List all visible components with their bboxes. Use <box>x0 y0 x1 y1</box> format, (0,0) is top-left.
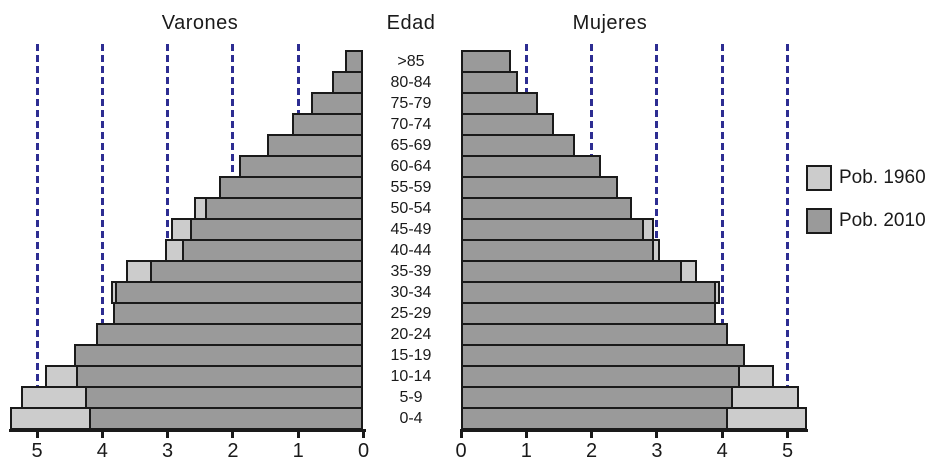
x-tick-left-1 <box>296 431 300 438</box>
bar-mujeres-2010-70-74 <box>461 113 555 136</box>
left-panel-title: Varones <box>161 12 239 34</box>
x-axis-right <box>460 429 808 432</box>
x-tick-right-2 <box>590 431 594 438</box>
x-tick-label-left-5: 5 <box>31 440 43 462</box>
age-label->85: >85 <box>397 53 425 70</box>
x-tick-label-left-3: 3 <box>162 440 174 462</box>
x-tick-label-right-3: 3 <box>651 440 663 462</box>
bar-varones-2010-65-69 <box>266 134 364 157</box>
age-label-30-34: 30-34 <box>390 284 432 301</box>
bar-mujeres-2010-50-54 <box>461 197 633 220</box>
gridline-right-4 <box>720 44 724 430</box>
legend-item-1960: Pob. 1960 <box>806 165 926 191</box>
bar-varones-2010-25-29 <box>112 302 364 325</box>
bar-varones-2010-30-34 <box>115 281 364 304</box>
bar-varones-2010-0-4 <box>88 407 364 430</box>
age-label-45-49: 45-49 <box>390 221 432 238</box>
bar-mujeres-2010-15-19 <box>461 344 746 367</box>
x-axis-left <box>9 429 366 432</box>
age-label-15-19: 15-19 <box>390 347 432 364</box>
x-tick-label-right-5: 5 <box>781 440 794 462</box>
bar-mujeres-2010-45-49 <box>461 218 645 241</box>
bar-mujeres-2010-80-84 <box>461 71 519 94</box>
bar-mujeres-2010-20-24 <box>461 323 729 346</box>
bar-varones-2010-10-14 <box>75 365 364 388</box>
bar-varones-2010-35-39 <box>149 260 364 283</box>
bar-varones-2010->85 <box>345 50 364 73</box>
x-tick-right-1 <box>524 431 528 438</box>
bar-mujeres-2010-40-44 <box>461 239 655 262</box>
legend: Pob. 1960 Pob. 2010 <box>806 165 926 251</box>
age-label-60-64: 60-64 <box>390 158 432 175</box>
bar-mujeres-2010-0-4 <box>461 407 729 430</box>
x-tick-right-3 <box>655 431 659 438</box>
age-label-80-84: 80-84 <box>390 74 432 91</box>
bar-varones-2010-70-74 <box>291 113 364 136</box>
x-tick-left-0 <box>362 431 365 438</box>
bar-mujeres-2010-60-64 <box>461 155 601 178</box>
legend-swatch-1960-icon <box>806 165 832 191</box>
bar-varones-2010-20-24 <box>95 323 364 346</box>
bar-mujeres-2010-75-79 <box>461 92 539 115</box>
x-tick-label-left-0: 0 <box>357 440 370 462</box>
bar-varones-2010-5-9 <box>84 386 364 409</box>
legend-item-2010: Pob. 2010 <box>806 208 926 234</box>
age-label-75-79: 75-79 <box>390 95 432 112</box>
x-tick-label-right-1: 1 <box>520 440 532 462</box>
legend-label-1960: Pob. 1960 <box>839 167 926 188</box>
bar-varones-2010-75-79 <box>311 92 364 115</box>
age-axis-title: Edad <box>386 12 436 34</box>
x-tick-right-5 <box>786 431 789 438</box>
x-tick-left-4 <box>100 431 104 438</box>
bar-mujeres-2010-10-14 <box>461 365 740 388</box>
x-tick-label-right-0: 0 <box>455 440 467 462</box>
bar-mujeres-2010-55-59 <box>461 176 619 199</box>
gridline-left-4 <box>100 44 104 430</box>
age-label-70-74: 70-74 <box>390 116 432 133</box>
age-label-35-39: 35-39 <box>390 263 432 280</box>
x-tick-left-3 <box>166 431 170 438</box>
bar-mujeres-2010-65-69 <box>461 134 575 157</box>
legend-swatch-2010-icon <box>806 208 832 234</box>
age-label-40-44: 40-44 <box>390 242 432 259</box>
bar-mujeres-2010->85 <box>461 50 511 73</box>
bar-varones-2010-40-44 <box>181 239 364 262</box>
x-tick-label-left-1: 1 <box>292 440 304 462</box>
age-label-50-54: 50-54 <box>390 200 432 217</box>
gridline-right-5 <box>786 44 789 430</box>
right-panel-title: Mujeres <box>572 12 648 34</box>
bar-varones-2010-55-59 <box>218 176 364 199</box>
bar-varones-2010-80-84 <box>331 71 364 94</box>
x-tick-label-right-4: 4 <box>716 440 728 462</box>
x-tick-left-2 <box>231 431 235 438</box>
bar-mujeres-2010-30-34 <box>461 281 716 304</box>
gridline-left-3 <box>166 44 170 430</box>
gridline-left-5 <box>35 44 39 430</box>
bar-mujeres-2010-5-9 <box>461 386 734 409</box>
x-tick-right-0 <box>459 431 463 438</box>
x-tick-label-left-2: 2 <box>227 440 239 462</box>
age-label-65-69: 65-69 <box>390 137 432 154</box>
bar-mujeres-2010-25-29 <box>461 302 717 325</box>
bar-varones-2010-50-54 <box>204 197 364 220</box>
age-label-20-24: 20-24 <box>390 326 432 343</box>
x-tick-right-4 <box>720 431 724 438</box>
age-label-25-29: 25-29 <box>390 305 432 322</box>
bar-mujeres-2010-35-39 <box>461 260 682 283</box>
bar-varones-2010-15-19 <box>73 344 364 367</box>
age-label-10-14: 10-14 <box>390 368 432 385</box>
x-tick-label-left-4: 4 <box>96 440 108 462</box>
gridline-right-3 <box>655 44 659 430</box>
bar-varones-2010-60-64 <box>239 155 364 178</box>
age-label-55-59: 55-59 <box>390 179 432 196</box>
age-label-5-9: 5-9 <box>399 389 423 406</box>
bar-varones-2010-45-49 <box>190 218 364 241</box>
age-label-0-4: 0-4 <box>399 410 423 427</box>
x-tick-label-right-2: 2 <box>586 440 598 462</box>
x-tick-left-5 <box>35 431 39 438</box>
legend-label-2010: Pob. 2010 <box>839 210 926 231</box>
